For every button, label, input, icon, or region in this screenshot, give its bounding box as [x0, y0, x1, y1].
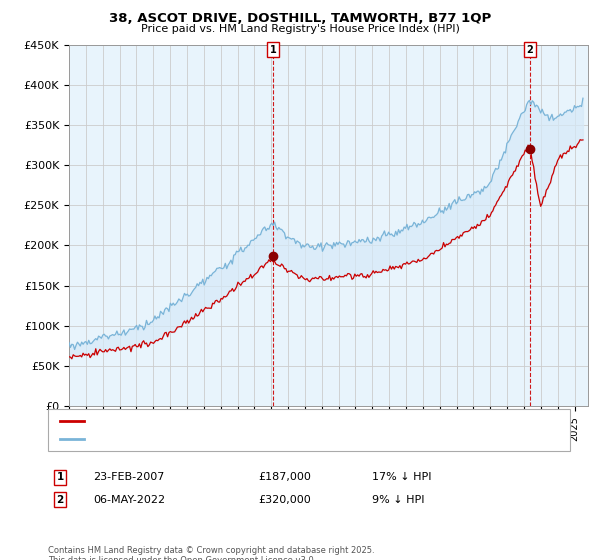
Text: 23-FEB-2007: 23-FEB-2007: [93, 472, 164, 482]
Text: 1: 1: [270, 45, 277, 55]
Text: £187,000: £187,000: [258, 472, 311, 482]
Text: £320,000: £320,000: [258, 494, 311, 505]
Text: Contains HM Land Registry data © Crown copyright and database right 2025.
This d: Contains HM Land Registry data © Crown c…: [48, 546, 374, 560]
Text: 38, ASCOT DRIVE, DOSTHILL, TAMWORTH, B77 1QP: 38, ASCOT DRIVE, DOSTHILL, TAMWORTH, B77…: [109, 12, 491, 25]
Text: HPI: Average price, detached house, Tamworth: HPI: Average price, detached house, Tamw…: [90, 434, 334, 444]
Text: 9% ↓ HPI: 9% ↓ HPI: [372, 494, 425, 505]
Text: 06-MAY-2022: 06-MAY-2022: [93, 494, 165, 505]
Text: Price paid vs. HM Land Registry's House Price Index (HPI): Price paid vs. HM Land Registry's House …: [140, 24, 460, 34]
Text: 17% ↓ HPI: 17% ↓ HPI: [372, 472, 431, 482]
Text: 38, ASCOT DRIVE, DOSTHILL, TAMWORTH, B77 1QP (detached house): 38, ASCOT DRIVE, DOSTHILL, TAMWORTH, B77…: [90, 416, 452, 426]
Text: 2: 2: [56, 494, 64, 505]
Text: 2: 2: [526, 45, 533, 55]
Text: 1: 1: [56, 472, 64, 482]
